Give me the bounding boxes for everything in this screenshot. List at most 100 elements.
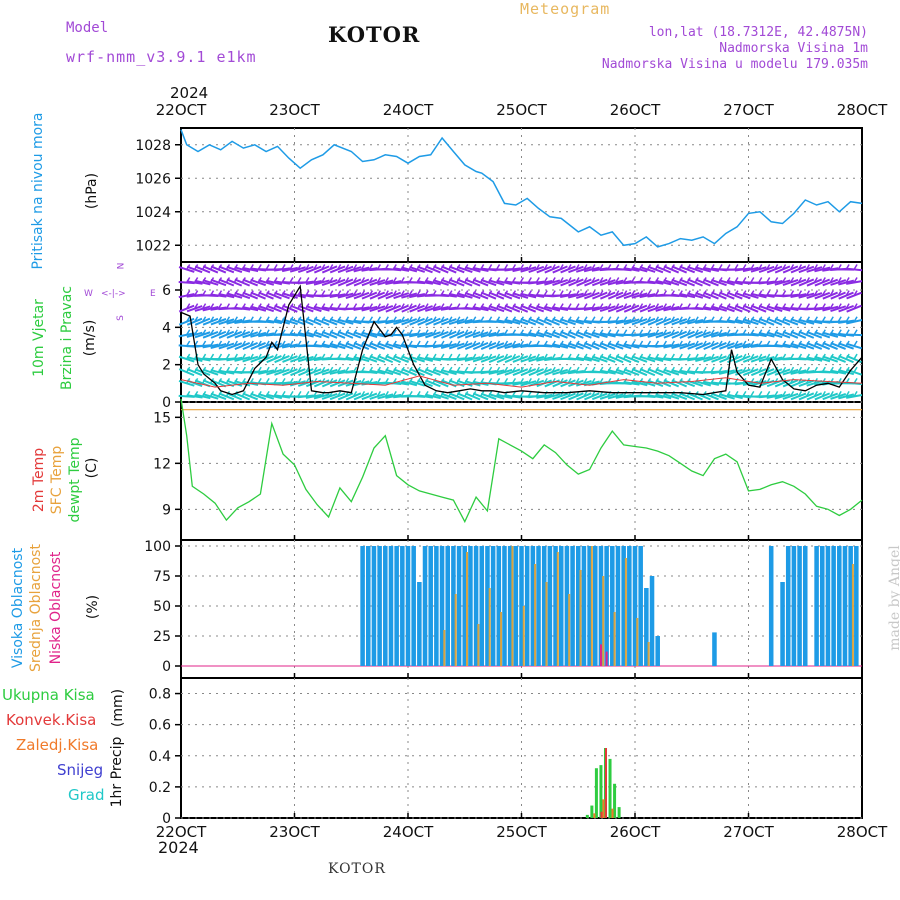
wind-barb-flag (527, 277, 532, 283)
wind-barb-flag (344, 290, 350, 296)
wind-barb-flag (646, 316, 652, 323)
wind-barb-flag (638, 329, 644, 336)
wind-barb (369, 305, 386, 312)
legend-snow: Snijeg (57, 761, 104, 779)
cloud-mid-bar (454, 594, 457, 666)
cloud-mid-bar (500, 612, 503, 666)
wind-barb-flag (670, 316, 675, 323)
wind-barb-flag (646, 290, 652, 296)
wind-barb-flag (805, 277, 811, 283)
x-tick-label-top: 28OCT (837, 101, 888, 119)
wind-barb-flag (440, 340, 445, 347)
cloud-high-bar (366, 546, 371, 666)
wind-barb-flag (718, 353, 723, 360)
wind-barb-flag (408, 290, 413, 296)
wind-barb-flag (336, 391, 342, 397)
wind-barb-flag (559, 290, 564, 296)
cloud-high-bar (587, 546, 592, 666)
wind-barb-flag (710, 366, 715, 373)
wind-barb (377, 393, 394, 400)
wind-barb-flag (853, 353, 858, 360)
wind-barb-flag (813, 277, 818, 283)
wind-barb (401, 304, 417, 313)
wind-barb-flag (281, 353, 286, 360)
wind-barb-flag (702, 353, 707, 360)
wind-barb-flag (456, 329, 461, 336)
wind-barb-flag (789, 391, 795, 397)
wind-barb-flag (583, 303, 588, 310)
wind-barb-flag (686, 316, 691, 323)
y-tick-label: 1022 (135, 238, 171, 254)
wind-barb-flag (479, 340, 485, 347)
wind-barb-flag (742, 366, 747, 373)
wind-barb (345, 392, 362, 401)
wind-barb (305, 331, 322, 339)
wind-barb-flag (297, 377, 302, 384)
wind-barb-flag (551, 290, 556, 296)
wind-barb-flag (630, 316, 636, 323)
wind-barb (425, 265, 441, 274)
wind-barb (536, 393, 553, 399)
wind-barb-flag (487, 353, 493, 360)
wind-barb (615, 304, 632, 313)
wind-barb-flag (710, 353, 715, 360)
wind-barb (719, 305, 735, 313)
wind-barb-flag (789, 377, 795, 384)
wind-barb-flag (336, 366, 342, 373)
wind-barb (790, 379, 807, 388)
wind-barb (750, 368, 767, 377)
wind-barb-flag (630, 329, 636, 336)
cloud-high-bar (791, 546, 797, 666)
y-tick-label: 50 (153, 599, 171, 615)
x-tick-label-top: 26OCT (610, 101, 661, 119)
wind-barb (607, 304, 624, 313)
wind-barb-flag (797, 264, 803, 270)
wind-barb (750, 332, 767, 338)
wind-barb (846, 304, 862, 313)
wind-barb (734, 342, 751, 350)
cloud-mid-bar (579, 570, 582, 666)
wind-barb-flag (384, 316, 389, 323)
wind-barb-flag (718, 340, 723, 347)
wind-barb-flag (615, 303, 620, 310)
wind-barb-flag (773, 353, 779, 360)
wind-barb-flag (853, 340, 858, 347)
cloud-high-bar (490, 546, 496, 666)
model-label: Model (66, 20, 109, 36)
wind-barb-flag (432, 316, 437, 323)
cloud-high-bar (598, 546, 604, 666)
wind-barb-flag (623, 329, 628, 336)
wind-barb-flag (265, 264, 270, 270)
wind-barb-flag (829, 303, 834, 310)
wind-barb-flag (313, 264, 318, 270)
cloud-mid-bar (477, 624, 480, 666)
y-tick-label: 0.4 (149, 749, 171, 765)
wind-barb (536, 317, 552, 326)
cloud-mid-bar (534, 564, 537, 666)
wind-barb-flag (781, 290, 787, 296)
cloud-mid-bar (556, 552, 559, 666)
cloud-mid-bar (488, 588, 491, 666)
wind-barb-flag (376, 316, 381, 323)
wind-barb-flag (781, 353, 787, 360)
cloud-high-bar (615, 546, 621, 666)
wind-barb-flag (209, 329, 215, 336)
cloud-high-bar (621, 546, 626, 666)
y-tick-label: 1028 (135, 138, 171, 154)
wind-barb-flag (193, 303, 199, 310)
wind-barb-flag (591, 391, 596, 397)
wind-barb-flag (209, 316, 215, 323)
wind-barb (544, 393, 561, 400)
wind-barb-flag (766, 353, 771, 360)
wind-barb-flag (519, 353, 525, 360)
wind-barb-flag (853, 290, 858, 296)
wind-barb-flag (479, 366, 485, 373)
compass-center-label: <-|-> (101, 289, 126, 299)
wind-barb-flag (273, 377, 278, 384)
wind-barb-flag (734, 264, 739, 270)
wind-barb-flag (297, 353, 302, 360)
wind-barb (242, 341, 258, 351)
wind-barb-flag (710, 329, 715, 336)
wind-barb-flag (376, 290, 381, 296)
wind-barb-flag (479, 329, 485, 336)
